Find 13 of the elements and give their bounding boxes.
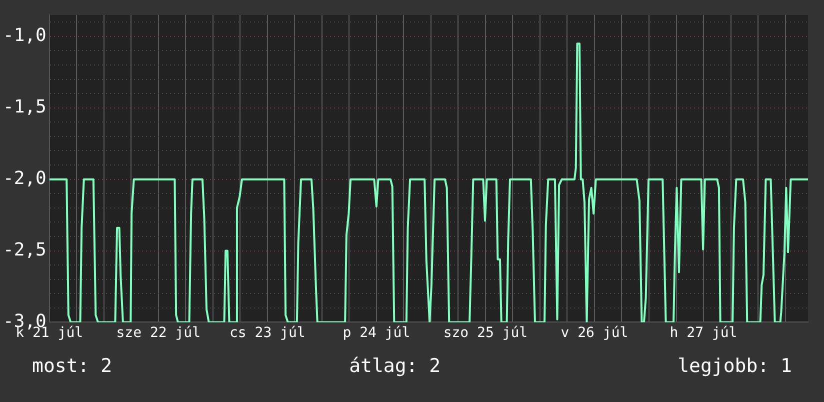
text: legjobb: 1 [678, 355, 792, 377]
x-tick-label: cs 23 júl [229, 325, 306, 342]
x-tick-label: v 26 júl [560, 325, 628, 342]
y-tick-label: -2,0 [2, 168, 46, 189]
text: átlag: 2 [349, 355, 441, 377]
x-tick-label: szo 25 júl [443, 325, 528, 342]
y-tick-label: -2,5 [2, 239, 46, 260]
x-tick-label: h 27 júl [670, 325, 738, 342]
y-tick-label: -1,5 [2, 96, 46, 118]
y-tick-label: -1,0 [2, 25, 46, 46]
text: most: 2 [32, 355, 112, 377]
x-tick-label: sze 22 júl [116, 325, 201, 342]
x-tick-label: p 24 júl [342, 325, 410, 342]
